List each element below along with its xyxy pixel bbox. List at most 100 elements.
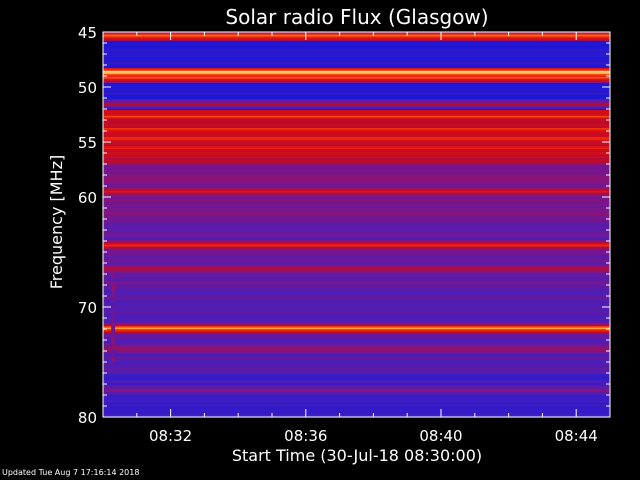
spectrogram-row [103, 371, 610, 373]
spectrogram-row [103, 390, 610, 393]
y-tick-label: 80 [78, 409, 97, 427]
spectrogram-row [103, 146, 610, 148]
spectrogram-row [103, 126, 610, 129]
spectrogram-row [103, 69, 610, 72]
spectrogram-row [103, 158, 610, 160]
transient-mark [111, 350, 116, 354]
spectrogram-row [103, 197, 610, 199]
spectrogram-plot [102, 31, 611, 418]
spectrogram-row [103, 62, 610, 64]
spectrogram-row [103, 161, 610, 163]
spectrogram-row [103, 140, 610, 142]
spectrogram-row [103, 177, 610, 180]
spectrogram-row [103, 339, 610, 342]
spectrogram-row [103, 99, 610, 102]
spectrogram-row [103, 165, 610, 168]
updated-timestamp: Updated Tue Aug 7 17:16:14 2018 [2, 468, 140, 477]
transient-mark [111, 306, 116, 310]
spectrogram-row [103, 152, 610, 154]
spectrogram-row [103, 284, 610, 286]
spectrogram-row [103, 300, 610, 303]
x-axis-label: Start Time (30-Jul-18 08:30:00) [232, 446, 482, 465]
x-tick-label: 08:44 [555, 427, 598, 445]
spectrogram-row [103, 83, 610, 85]
y-tick-label: 60 [78, 189, 97, 207]
spectrogram-row [103, 411, 610, 414]
spectrogram-row [103, 92, 610, 94]
spectrogram-row [103, 410, 610, 412]
spectrogram-row [103, 63, 610, 66]
spectrogram-row [103, 365, 610, 367]
spectrogram-row [103, 266, 610, 268]
spectrogram-row [103, 156, 610, 159]
spectrogram-row [103, 234, 610, 237]
spectrogram-row [103, 32, 610, 34]
spectrogram-row [103, 324, 610, 327]
spectrogram-row [103, 138, 610, 141]
spectrogram-row [103, 74, 610, 76]
spectrogram-row [103, 35, 610, 37]
spectrogram-row [103, 249, 610, 252]
spectrogram-row [103, 264, 610, 267]
spectrogram-row [103, 147, 610, 150]
spectrogram-row [103, 228, 610, 231]
spectrogram-row [103, 188, 610, 190]
spectrogram-row [103, 306, 610, 309]
spectrogram-row [103, 141, 610, 144]
spectrogram-row [103, 123, 610, 126]
spectrogram-row [103, 128, 610, 130]
spectrogram-row [103, 407, 610, 409]
spectrogram-row [103, 153, 610, 156]
spectrogram-row [103, 179, 610, 181]
spectrogram-row [103, 377, 610, 379]
spectrogram-row [103, 110, 610, 112]
spectrogram-row [103, 90, 610, 93]
spectrogram-row [103, 366, 610, 369]
spectrogram-row [103, 321, 610, 324]
spectrogram-row [103, 273, 610, 276]
spectrogram-row [103, 114, 610, 117]
spectrogram-row [103, 86, 610, 88]
transient-mark [111, 282, 116, 286]
spectrogram-row [103, 408, 610, 411]
spectrogram-row [103, 335, 610, 337]
spectrogram-row [103, 278, 610, 280]
y-axis: 45 50 55 60 70 80 [78, 24, 610, 427]
spectrogram-row [103, 351, 610, 354]
spectrogram-row [103, 215, 610, 217]
spectrogram-row [103, 389, 610, 391]
transient-mark [111, 294, 116, 298]
spectrogram-row [103, 320, 610, 322]
spectrogram-row [103, 198, 610, 201]
spectrogram-row [103, 302, 610, 304]
spectrogram-row [103, 221, 610, 223]
spectrogram-row [103, 353, 610, 355]
spectrogram-row [103, 303, 610, 306]
y-axis-label: Frequency [MHz] [47, 155, 66, 289]
spectrogram-row [103, 269, 610, 271]
spectrogram-row [103, 348, 610, 351]
spectrogram-row [103, 81, 610, 84]
spectrogram-row [103, 362, 610, 364]
spectrogram-row [103, 219, 610, 222]
spectrogram-row [103, 78, 610, 81]
spectrogram-row [103, 368, 610, 370]
transient-mark [111, 286, 116, 290]
spectrogram-row [103, 189, 610, 192]
spectrogram-row [103, 381, 610, 384]
spectrogram-row [103, 224, 610, 226]
spectrogram-row [103, 129, 610, 132]
spectrogram-row [103, 336, 610, 339]
y-tick-label: 70 [78, 299, 97, 317]
spectrogram-row [103, 206, 610, 208]
spectrogram-row [103, 288, 610, 291]
spectrogram-row [103, 327, 610, 330]
spectrogram-row [103, 393, 610, 396]
spectrogram-row [103, 194, 610, 196]
spectrogram-row [103, 296, 610, 298]
spectrogram-row [103, 347, 610, 349]
x-tick-label: 08:40 [419, 427, 462, 445]
spectrogram-row [103, 210, 610, 213]
spectrogram-row [103, 119, 610, 121]
transient-mark [111, 354, 116, 358]
